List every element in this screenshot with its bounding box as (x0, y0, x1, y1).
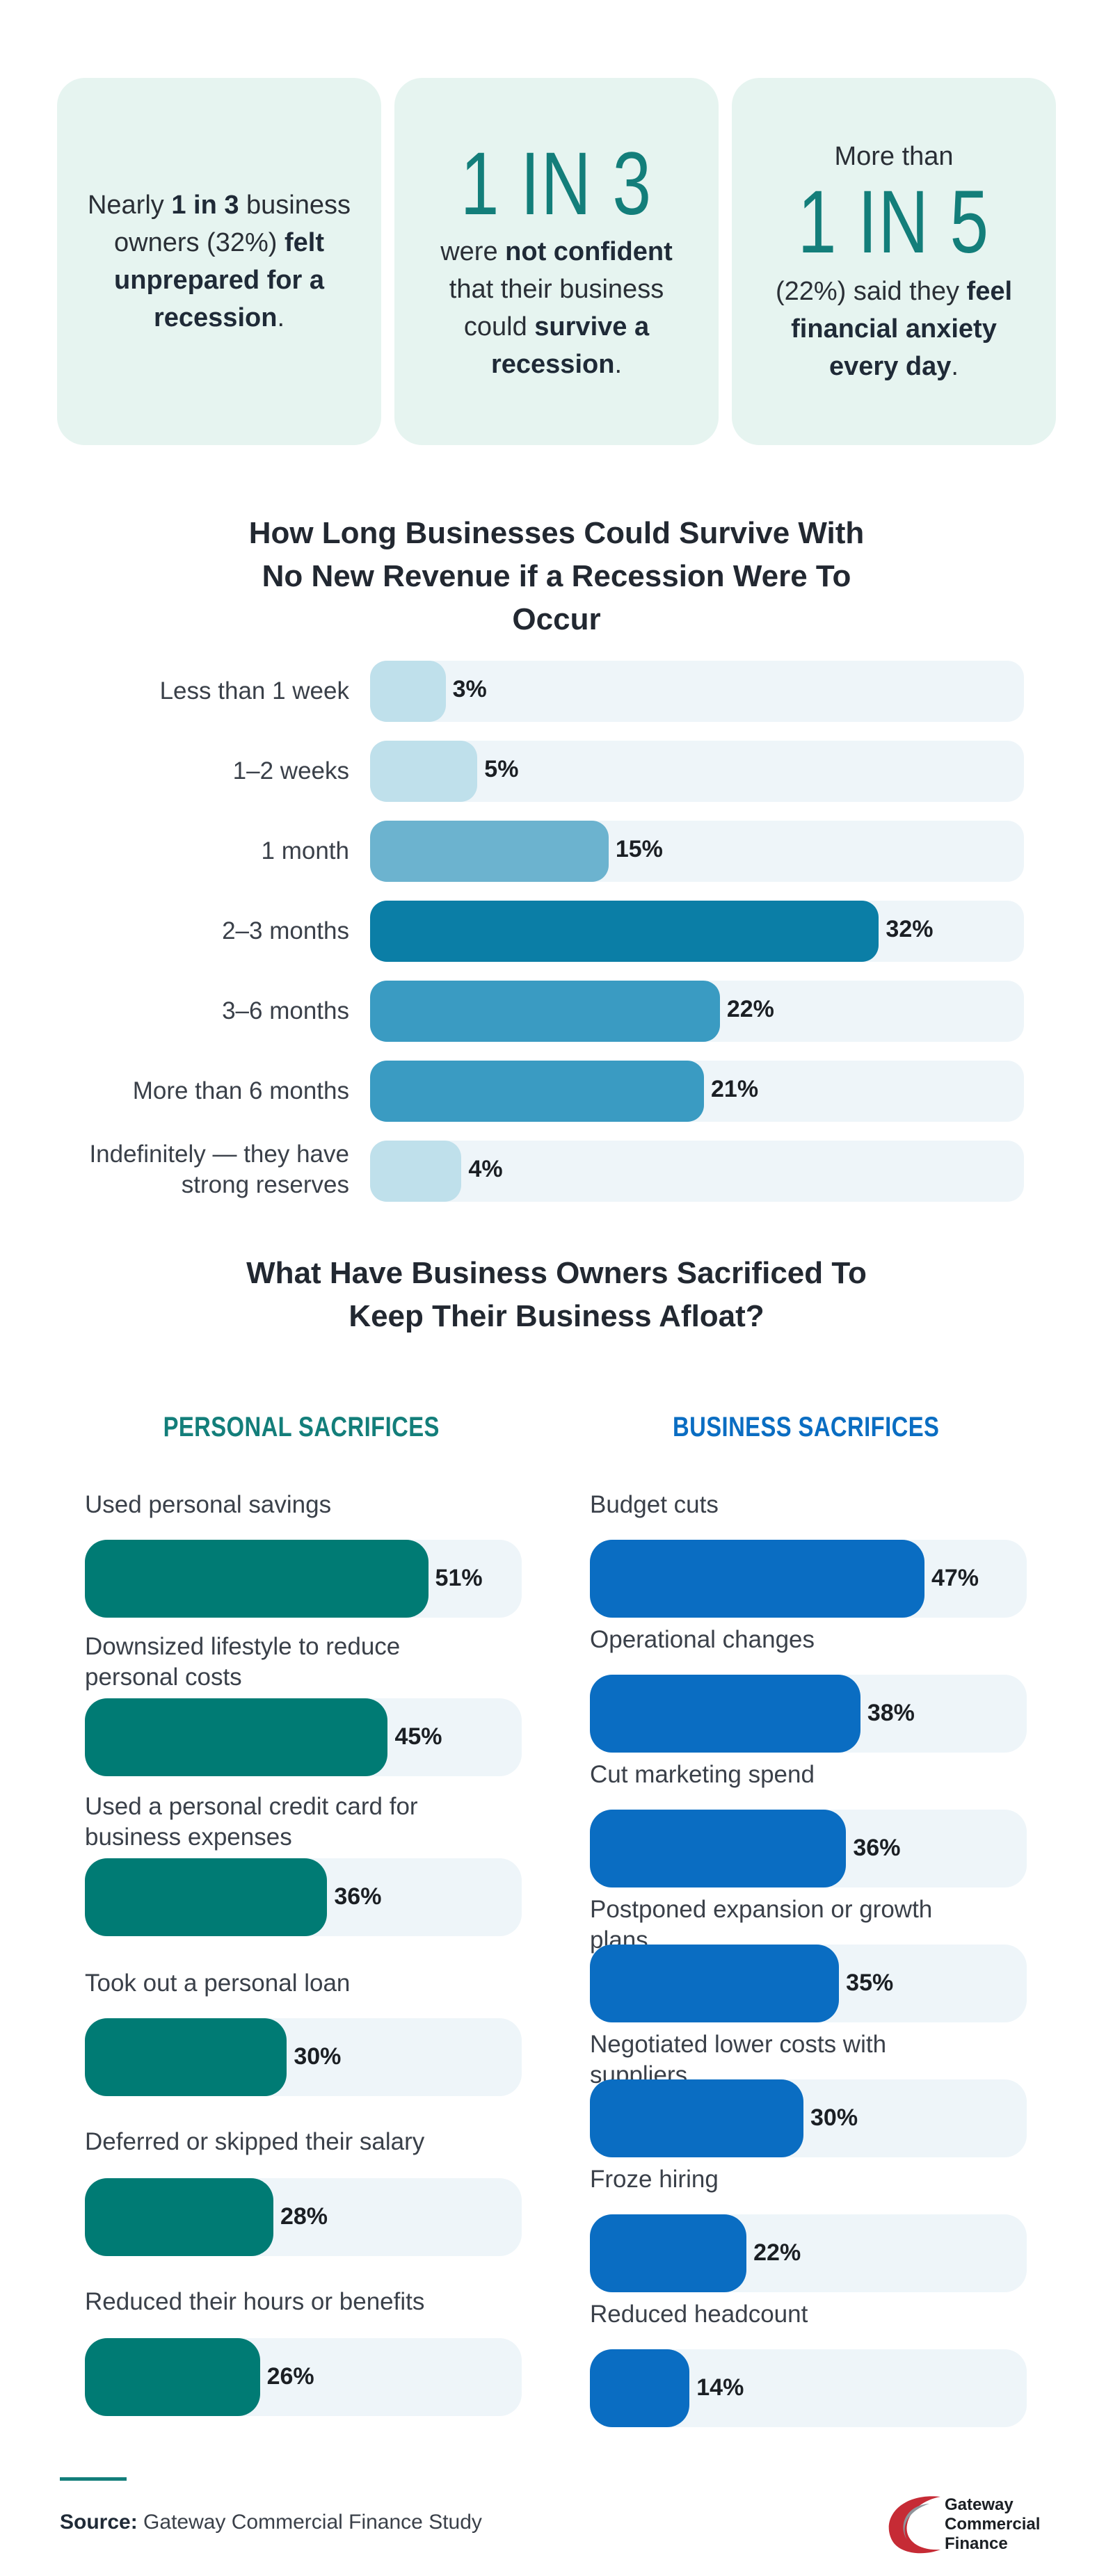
duration-label: 1–2 weeks (232, 757, 349, 784)
bar (85, 2338, 260, 2416)
duration-label: 2–3 months (222, 917, 349, 944)
logo-line-3: Finance (945, 2534, 1008, 2553)
bar-value-label: 47% (931, 1565, 979, 1591)
bar-value-label: 5% (484, 756, 519, 782)
bar-value-label: 14% (696, 2374, 744, 2401)
stat-text-part: felt unprepared for a recession (114, 228, 324, 332)
bar-value-label: 45% (394, 1723, 442, 1750)
bar (590, 1810, 847, 1887)
bar-value-label: 28% (280, 2203, 328, 2230)
source-text: Gateway Commercial Finance Study (143, 2511, 482, 2534)
source-label: Source: (60, 2511, 138, 2534)
stat-text-part: business owners (32%) (114, 191, 351, 257)
sacrifices-chart-title: What Have Business Owners Sacrificed To … (246, 1256, 867, 1333)
logo-line-1: Gateway (945, 2495, 1014, 2514)
duration-label: More than 6 months (132, 1077, 349, 1104)
bar (590, 2214, 747, 2292)
stat-text-part: Nearly (87, 191, 172, 220)
bar (85, 2018, 287, 2096)
bar-value-label: 36% (853, 1835, 901, 1861)
sacrifice-label: Cut marketing spend (590, 1761, 815, 1788)
duration-label: 3–6 months (222, 997, 349, 1024)
bar (590, 1540, 924, 1618)
sacrifice-label: Used a personal credit card for business… (85, 1793, 418, 1851)
sacrifice-label: Budget cuts (590, 1491, 719, 1518)
bar-value-label: 4% (468, 1156, 503, 1182)
sacrifice-label: Reduced headcount (590, 2301, 808, 2328)
bar-value-label: 38% (867, 1700, 915, 1726)
business-sacrifices-heading-text: BUSINESS SACRIFICES (673, 1412, 940, 1442)
bar-value-label: 15% (615, 836, 663, 862)
bar (85, 1698, 388, 1776)
bar-value-label: 35% (846, 1970, 894, 1996)
bar (370, 661, 446, 722)
personal-sacrifices-heading-text: PERSONAL SACRIFICES (163, 1412, 440, 1442)
bar-value-label: 26% (266, 2363, 314, 2390)
sacrifice-label: Used personal savings (85, 1491, 332, 1518)
bar (590, 2349, 690, 2427)
stat-big-number-1-in-5: 1 IN 5 (798, 172, 990, 272)
bar (370, 741, 478, 802)
stat-text-part: 1 in 3 (171, 191, 239, 220)
survival-chart-title: How Long Businesses Could Survive With N… (248, 516, 865, 636)
duration-label: 1 month (261, 837, 349, 864)
stat-card-not-confident: 1 IN 3 were not confident that their bus… (394, 78, 719, 445)
stat-text-part: . (614, 350, 622, 379)
stat-text-part: that their business could (449, 275, 664, 341)
bar (370, 821, 609, 882)
stat-text-anxiety: (22%) said they feel financial anxiety e… (760, 273, 1028, 385)
bar (85, 1540, 429, 1618)
bar-value-label: 30% (294, 2043, 342, 2070)
sacrifice-label: Downsized lifestyle to reduce personal c… (85, 1633, 401, 1691)
stat-big-number-1-in-3: 1 IN 3 (461, 134, 652, 234)
duration-label: Less than 1 week (159, 677, 349, 705)
stat-text-part: not confident (505, 237, 673, 266)
stat-text-part: (22%) said they (775, 277, 967, 306)
bar (370, 1141, 462, 1202)
bar (85, 1858, 328, 1936)
sacrifice-label: Froze hiring (590, 2166, 719, 2193)
duration-label: Indefinitely — they have strong reserves (89, 1141, 349, 1198)
sacrifice-label: Took out a personal loan (85, 1970, 351, 1997)
bar (85, 2178, 273, 2256)
stat-text-part: . (277, 303, 285, 332)
stat-card-anxiety: More than 1 IN 5 (22%) said they feel fi… (732, 78, 1056, 445)
personal-sacrifices-heading: PERSONAL SACRIFICES (83, 1412, 519, 1443)
bar-value-label: 22% (726, 996, 774, 1022)
logo-wordmark: Gateway Commercial Finance (945, 2495, 1040, 2554)
bar-value-label: 21% (711, 1076, 759, 1102)
stat-text-unprepared: Nearly 1 in 3 business owners (32%) felt… (85, 186, 353, 337)
sacrifice-label: Reduced their hours or benefits (85, 2288, 425, 2315)
bar (370, 901, 879, 962)
bar-value-label: 32% (886, 916, 934, 942)
stat-text-part: . (951, 352, 959, 381)
gateway-swoosh-logo-icon (888, 2496, 940, 2554)
logo-line-2: Commercial (945, 2515, 1041, 2534)
bar (590, 1675, 860, 1753)
bar (590, 1945, 840, 2022)
stat-text-not-confident: were not confident that their business c… (422, 233, 691, 383)
bar (370, 981, 720, 1042)
bar-track (370, 1141, 1024, 1202)
stat-card-unprepared: Nearly 1 in 3 business owners (32%) felt… (57, 78, 381, 445)
stat-text-part: feel financial anxiety every day (791, 277, 1013, 381)
business-sacrifices-heading: BUSINESS SACRIFICES (588, 1412, 1024, 1443)
bar (370, 1061, 704, 1122)
stat-text-part: survive a recession (490, 312, 650, 379)
bar-track (370, 741, 1024, 802)
source-line: Source: Gateway Commercial Finance Study (60, 2511, 482, 2534)
sacrifice-label: Operational changes (590, 1626, 815, 1653)
bar-value-label: 36% (334, 1883, 382, 1910)
source-divider (60, 2477, 127, 2481)
stat-text-part: were (440, 237, 506, 266)
bar (590, 2079, 803, 2157)
bar-value-label: 30% (810, 2104, 858, 2131)
bar-value-label: 3% (452, 676, 487, 702)
bar-value-label: 22% (753, 2239, 801, 2266)
stat-pre-text: More than (834, 142, 954, 171)
bar-track (370, 661, 1024, 722)
bar-value-label: 51% (435, 1565, 483, 1591)
sacrifice-label: Deferred or skipped their salary (85, 2128, 425, 2155)
